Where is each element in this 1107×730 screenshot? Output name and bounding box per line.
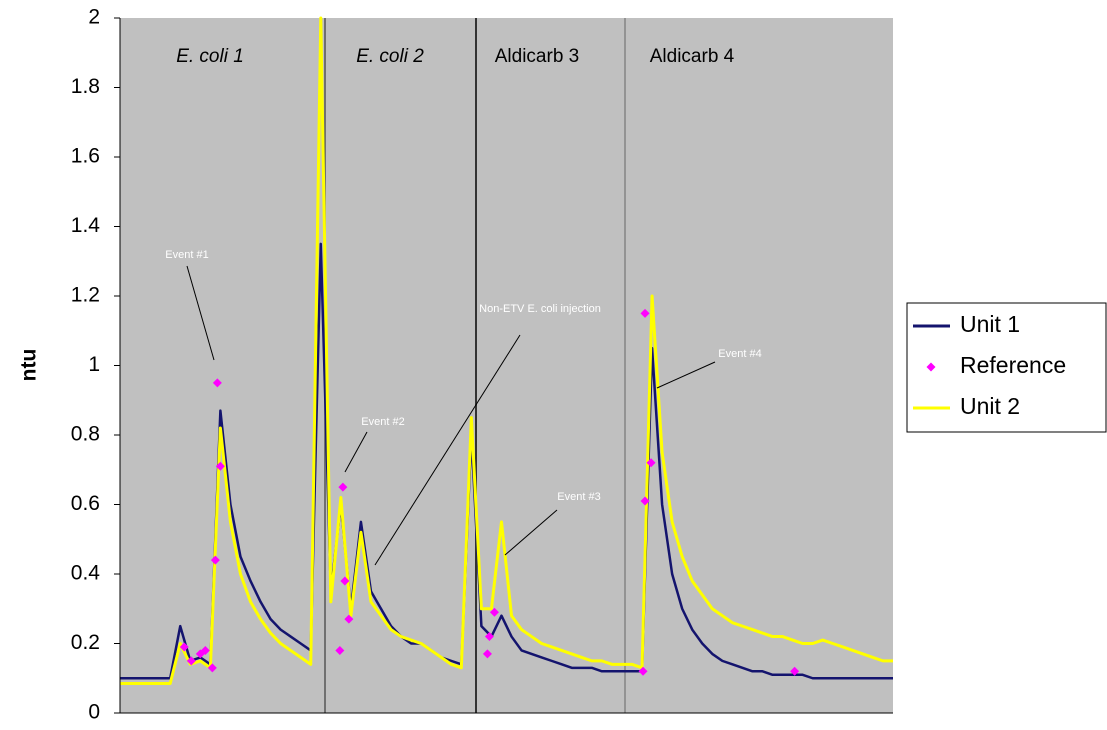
leader-line [344, 431, 368, 473]
reference-point [790, 666, 800, 676]
leader-line [374, 334, 521, 566]
reference-point [640, 496, 650, 506]
reference-point [484, 632, 494, 642]
y-tick-label: 2 [88, 6, 100, 29]
legend-label: Reference [960, 352, 1066, 378]
reference-point [179, 642, 189, 652]
reference-point [210, 555, 220, 565]
reference-point [489, 607, 499, 617]
annotation: Event #4 [718, 348, 761, 360]
section-label: E. coli 1 [176, 46, 244, 67]
leader-line [504, 509, 558, 556]
legend-label: Unit 2 [960, 393, 1020, 419]
series-line [120, 16, 893, 685]
y-tick-label: 1.6 [71, 145, 100, 168]
section-label: Aldicarb 3 [495, 46, 580, 67]
reference-point [646, 458, 656, 468]
reference-point [340, 576, 350, 586]
y-tick-label: 1 [88, 353, 100, 376]
y-tick-label: 0.6 [71, 492, 100, 515]
leader-line [186, 265, 215, 361]
annotation: Event #2 [361, 416, 404, 428]
plot-area [120, 18, 893, 713]
y-tick-label: 0.2 [71, 631, 100, 654]
reference-point [212, 378, 222, 388]
section-label: Aldicarb 4 [650, 46, 735, 67]
reference-point [186, 656, 196, 666]
y-tick-label: 0.8 [71, 423, 100, 446]
annotation: Event #3 [557, 491, 600, 503]
reference-point [200, 645, 210, 655]
y-tick-label: 1.8 [71, 75, 100, 98]
leader-line [656, 361, 716, 389]
reference-point [338, 482, 348, 492]
y-tick-label: 0.4 [71, 562, 101, 585]
y-tick-label: 1.2 [71, 284, 100, 307]
reference-point [640, 308, 650, 318]
reference-point [638, 666, 648, 676]
annotation: Non-ETV E. coli injection [479, 303, 601, 315]
legend-swatch [926, 362, 936, 372]
legend-label: Unit 1 [960, 311, 1020, 337]
y-axis-title: ntu [18, 349, 41, 382]
annotation: Event #1 [165, 249, 208, 261]
reference-point [207, 663, 217, 673]
reference-point [215, 461, 225, 471]
section-label: E. coli 2 [356, 46, 424, 67]
reference-point [482, 649, 492, 659]
y-tick-label: 1.4 [71, 214, 101, 237]
reference-point [344, 614, 354, 624]
reference-point [335, 645, 345, 655]
y-tick-label: 0 [88, 701, 100, 724]
series-line [120, 242, 893, 680]
